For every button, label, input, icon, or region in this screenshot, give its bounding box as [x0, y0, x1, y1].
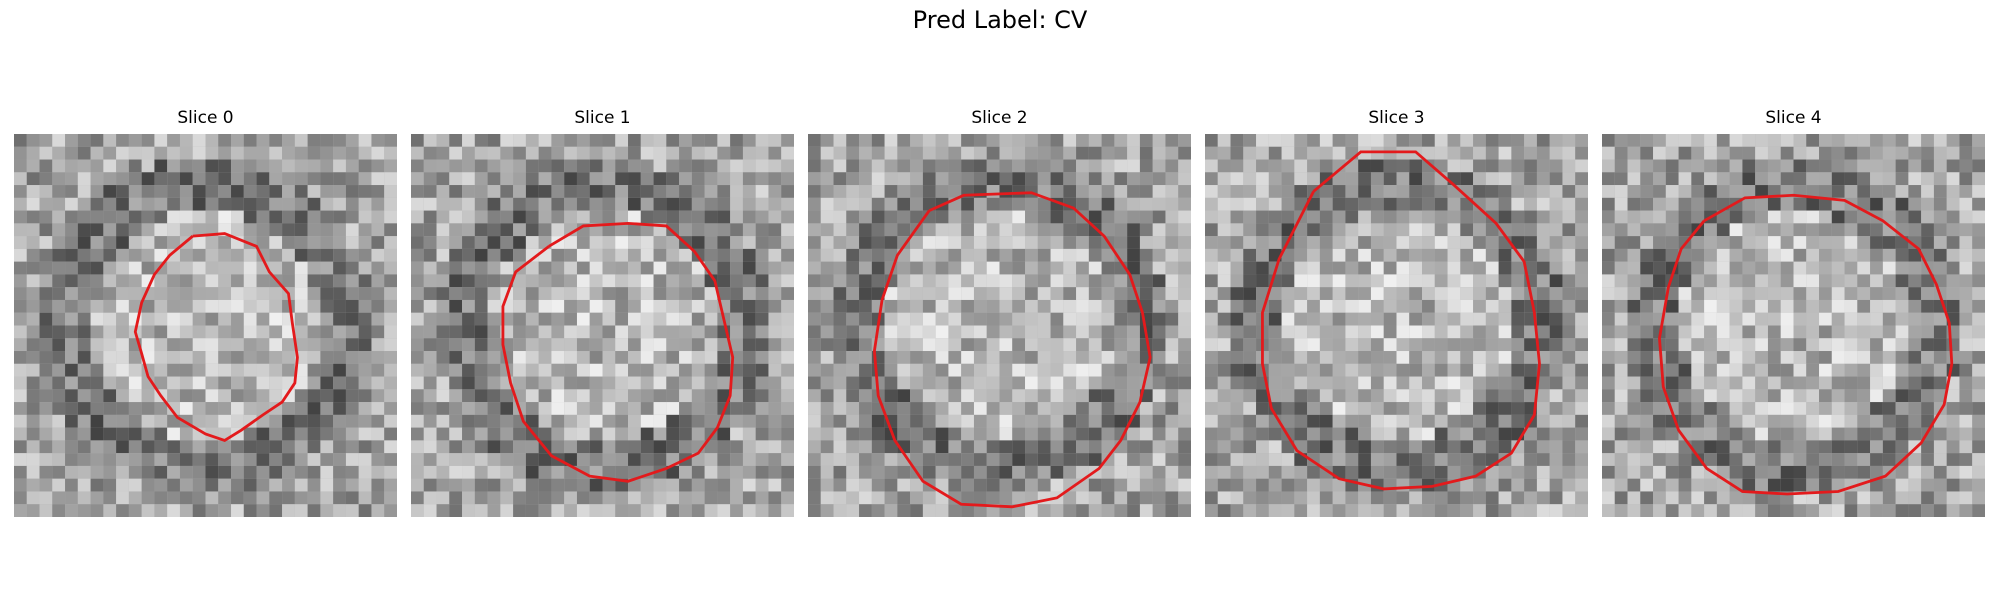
segmentation-contour: [1261, 150, 1541, 491]
slice-texture: [808, 134, 1191, 517]
slice-texture: [14, 134, 397, 517]
slice-texture: [411, 134, 794, 517]
slice-panel-0: Slice 0: [14, 108, 397, 517]
slice-title-2: Slice 2: [971, 108, 1028, 128]
slice-image-2: [808, 134, 1191, 517]
slice-title-1: Slice 1: [574, 108, 631, 128]
figure-title: Pred Label: CV: [912, 6, 1088, 34]
segmentation-contour: [133, 232, 299, 442]
slice-panel-1: Slice 1: [411, 108, 794, 517]
slice-texture: [1602, 134, 1985, 517]
slice-panel-2: Slice 2: [808, 108, 1191, 517]
slice-title-3: Slice 3: [1368, 108, 1425, 128]
slice-texture: [1205, 134, 1588, 517]
slice-title-0: Slice 0: [177, 108, 234, 128]
slice-panel-4: Slice 4: [1602, 108, 1985, 517]
slice-image-3: [1205, 134, 1588, 517]
slice-title-4: Slice 4: [1765, 108, 1822, 128]
slice-panel-3: Slice 3: [1205, 108, 1588, 517]
slice-image-0: [14, 134, 397, 517]
segmentation-contour: [501, 221, 735, 483]
segmentation-contour: [1658, 193, 1954, 496]
slice-image-4: [1602, 134, 1985, 517]
segmentation-contour: [872, 191, 1152, 509]
slice-image-1: [411, 134, 794, 517]
